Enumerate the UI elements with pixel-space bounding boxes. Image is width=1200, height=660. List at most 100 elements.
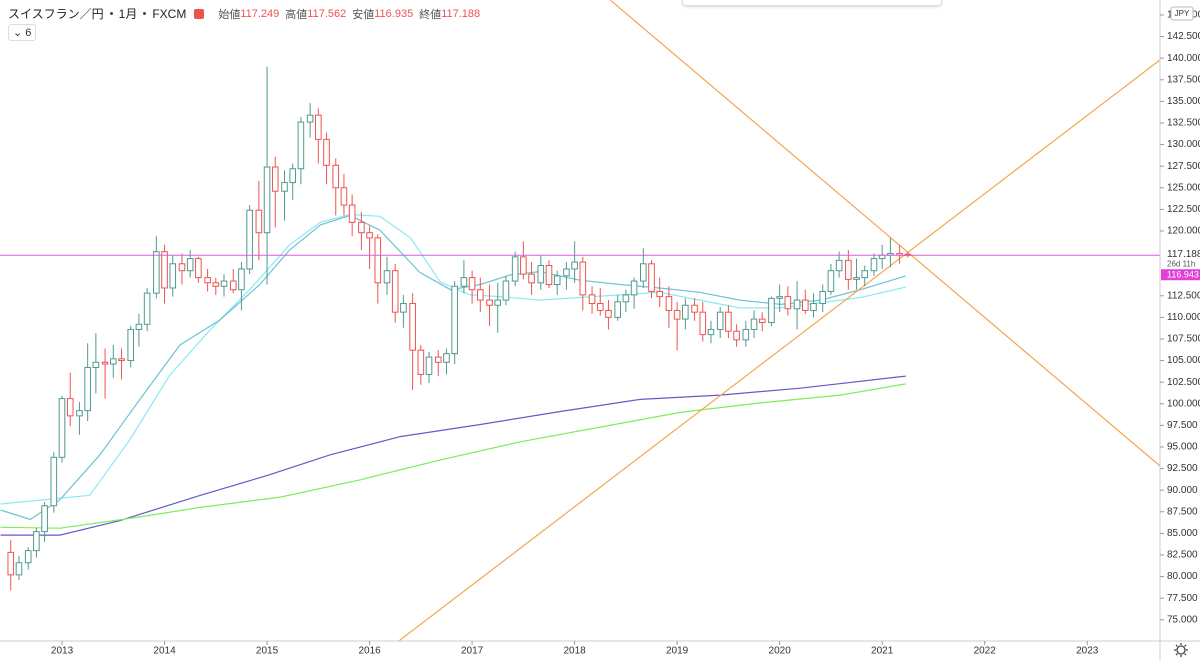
candle-body (468, 277, 476, 291)
close-label: 終値 (419, 8, 442, 21)
candle-body (648, 263, 655, 292)
low-value: 116.935 (374, 7, 414, 20)
candle-body (127, 328, 135, 362)
y-tick-label: 80.000 (1167, 571, 1198, 582)
candle-body (204, 277, 211, 284)
candle-body (784, 296, 792, 310)
candle-body (118, 358, 125, 362)
x-tick-label: 2015 (256, 646, 279, 657)
candle-body (827, 270, 835, 292)
y-tick-label: 102.500 (1167, 377, 1200, 388)
candle-body (92, 361, 100, 368)
candle-body (511, 256, 519, 282)
flag-icon[interactable] (194, 8, 205, 19)
candle-body (358, 221, 365, 234)
candle-body (810, 303, 817, 311)
y-tick-label: 77.500 (1167, 593, 1198, 604)
candle-body (229, 280, 237, 291)
x-tick-label: 2017 (461, 646, 484, 657)
y-tick-label: 97.500 (1167, 420, 1198, 431)
candle-body (383, 270, 391, 284)
candle-body (758, 318, 766, 324)
y-tick-label: 112.500 (1167, 290, 1200, 301)
candle-body (33, 531, 40, 552)
candle-body (315, 114, 322, 140)
candle-body (486, 299, 493, 306)
toolbar-edge (682, 0, 942, 6)
candle-body (502, 280, 510, 301)
y-tick-label: 132.500 (1167, 118, 1200, 129)
settings-icon[interactable] (1174, 643, 1188, 657)
candle-body (153, 251, 160, 294)
candle-body (255, 209, 263, 234)
y-tick-label: 140.000 (1167, 53, 1200, 64)
moving-average (0, 214, 906, 521)
candle-body (400, 303, 407, 313)
low-label: 安値 (352, 8, 375, 21)
candle-body (596, 303, 604, 311)
candle-body (870, 258, 878, 272)
candle-body (571, 261, 578, 270)
candle-body (477, 289, 484, 301)
plot-area (0, 0, 1160, 641)
currency-label: JPY (1175, 9, 1190, 18)
candle-body (520, 256, 527, 275)
candle-body (374, 237, 382, 284)
candle-body (553, 275, 561, 286)
candle-body (306, 114, 314, 123)
candle-body (186, 258, 194, 272)
candle-body (212, 282, 220, 287)
y-tick-label: 75.000 (1167, 614, 1198, 625)
x-tick-label: 2023 (1076, 646, 1099, 657)
indicator-toggle[interactable]: ⌄ 6 (8, 24, 37, 41)
y-tick-label: 90.000 (1167, 485, 1198, 496)
candle-body (340, 187, 348, 206)
candle-body (801, 299, 809, 311)
y-tick-label: 142.500 (1167, 31, 1200, 42)
marker-label: 116.943 (1167, 270, 1199, 280)
candle-body (460, 277, 468, 287)
candle-body (281, 182, 288, 192)
candle-body (545, 265, 553, 286)
x-tick-label: 2018 (563, 646, 586, 657)
y-tick-label: 87.500 (1167, 506, 1198, 517)
candle-body (263, 166, 271, 234)
candle-body (7, 551, 15, 576)
source: FXCM (152, 6, 187, 21)
y-tick-label: 135.000 (1167, 96, 1200, 107)
candle-body (84, 366, 91, 412)
moving-average (0, 383, 906, 529)
x-tick-label: 2021 (871, 646, 894, 657)
candle-body (451, 285, 458, 355)
y-tick-label: 95.000 (1167, 442, 1198, 453)
candle-body (528, 273, 535, 284)
candle-body (716, 311, 724, 330)
candle-body (563, 268, 570, 277)
candle-body (622, 294, 630, 303)
trend-line (610, 0, 1160, 467)
candle-body (845, 259, 852, 280)
candle-body (725, 311, 732, 332)
candle-body (76, 410, 83, 417)
candle-body (271, 166, 279, 192)
candle-body (630, 280, 638, 296)
candle-body (409, 303, 416, 351)
candle-body (109, 358, 117, 365)
y-tick-label: 137.500 (1167, 74, 1200, 85)
candle-body (50, 456, 58, 507)
high-value: 117.562 (307, 7, 347, 20)
candle-body (673, 309, 681, 320)
symbol: スイスフラン／円 (8, 7, 104, 21)
candle-body (101, 361, 109, 365)
candle-body (289, 168, 296, 184)
candle-body (588, 294, 596, 305)
y-tick-label: 122.500 (1167, 204, 1200, 215)
candle-body (768, 297, 775, 324)
candle-body (323, 138, 330, 166)
interval[interactable]: 1月 (118, 7, 138, 21)
candle-body (195, 258, 202, 279)
candle-body (733, 330, 740, 341)
candle-body (58, 398, 66, 458)
y-tick-label: 120.000 (1167, 226, 1200, 237)
candle-body (861, 270, 869, 279)
